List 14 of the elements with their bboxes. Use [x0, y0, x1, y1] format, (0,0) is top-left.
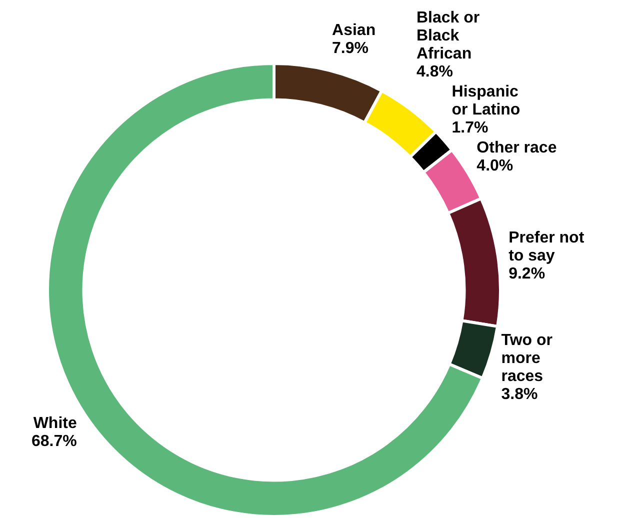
- data-label: 4.8%: [416, 63, 453, 80]
- data-label: 68.7%: [31, 433, 77, 450]
- slice-label: White: [33, 415, 77, 432]
- data-label: 9.2%: [508, 265, 546, 282]
- slice-label: Hispanic or Latino: [452, 83, 520, 118]
- data-label: 4.0%: [476, 157, 514, 174]
- slice-label: Other race: [476, 139, 557, 156]
- slice-label: Prefer not to say: [508, 229, 585, 264]
- slice-label: Black or Black African: [416, 9, 480, 62]
- data-label: 1.7%: [452, 119, 488, 136]
- slice-label: Asian: [332, 22, 376, 40]
- data-label: 3.8%: [501, 386, 538, 403]
- slice-label: Two or more races: [501, 332, 552, 385]
- data-label: 7.9%: [332, 40, 369, 58]
